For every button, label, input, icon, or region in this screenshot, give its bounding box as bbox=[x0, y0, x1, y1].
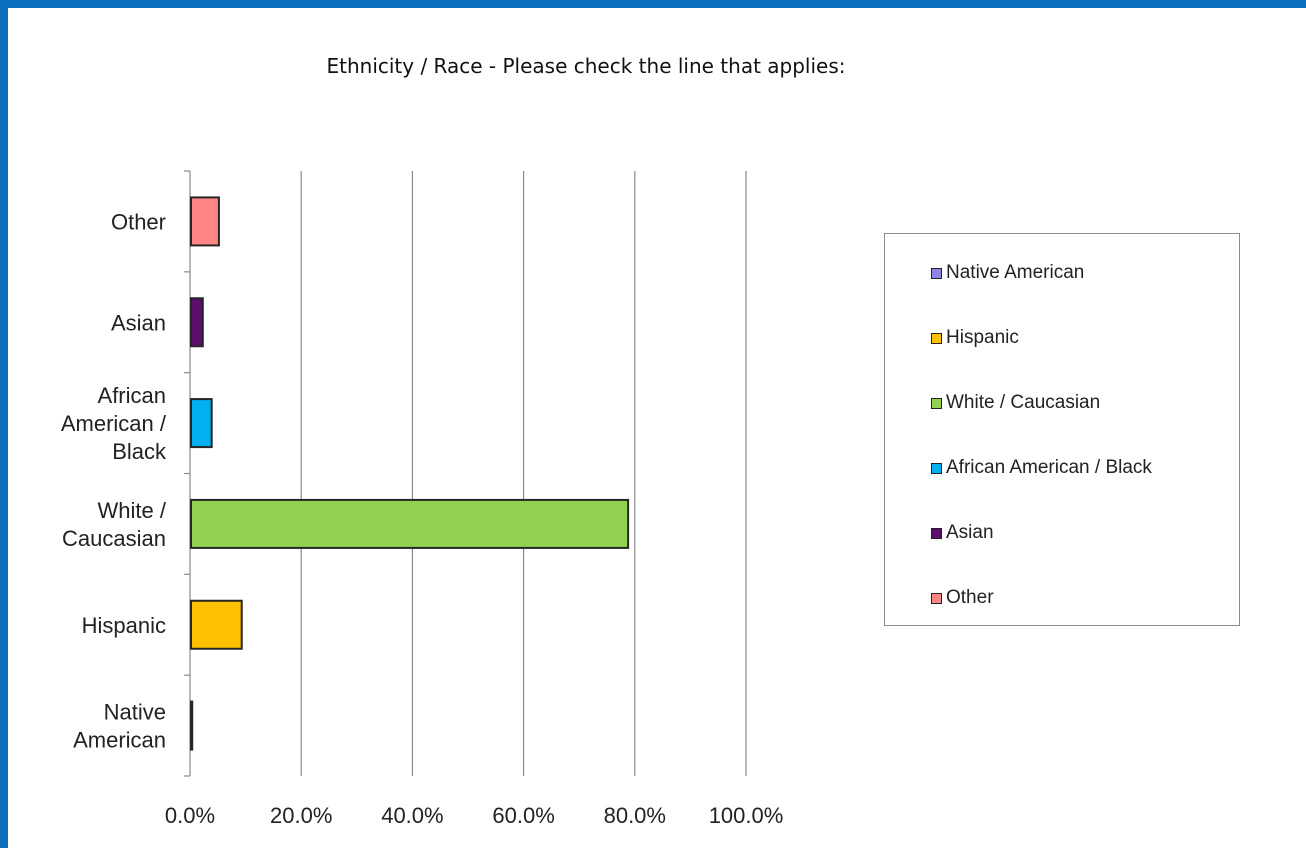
bar bbox=[190, 599, 243, 650]
legend-item: Asian bbox=[931, 522, 994, 544]
legend-label: Native American bbox=[946, 262, 1085, 283]
legend-label: White / Caucasian bbox=[946, 392, 1101, 413]
bar bbox=[190, 297, 204, 348]
legend-item: Native American bbox=[931, 262, 1084, 284]
chart-title: Ethnicity / Race - Please check the line… bbox=[326, 54, 846, 78]
legend-item: Other bbox=[931, 587, 994, 609]
legend-item: Hispanic bbox=[931, 327, 1019, 349]
legend-label: Hispanic bbox=[946, 327, 1019, 348]
legend-swatch bbox=[931, 267, 942, 279]
bar bbox=[190, 196, 220, 247]
legend-label: Other bbox=[946, 587, 994, 608]
category-label: African American / Black bbox=[61, 383, 167, 464]
category-label: White / Caucasian bbox=[62, 498, 167, 551]
x-tick-label: 80.0% bbox=[604, 803, 666, 828]
legend-item: African American / Black bbox=[931, 457, 1152, 479]
bar bbox=[190, 398, 213, 449]
category-label: Asian bbox=[111, 310, 166, 335]
bar bbox=[190, 498, 630, 549]
legend-swatch bbox=[931, 462, 942, 474]
x-tick-label: 0.0% bbox=[165, 803, 215, 828]
plot-area: 0.0% 20.0% 40.0% 60.0% 80.0% 100.0% Native Amer… bbox=[61, 170, 784, 828]
chart-frame: Ethnicity / Race - Please check the line… bbox=[8, 8, 1306, 848]
x-tick-label: 20.0% bbox=[270, 803, 332, 828]
legend-swatch bbox=[931, 592, 942, 604]
chart-legend: Native American Hispanic White / Caucasian… bbox=[884, 233, 1240, 626]
x-tick-label: 100.0% bbox=[709, 803, 784, 828]
category-label: Other bbox=[111, 209, 166, 234]
x-tick-label: 60.0% bbox=[492, 803, 554, 828]
legend-swatch bbox=[931, 527, 942, 539]
legend-item: White / Caucasian bbox=[931, 392, 1100, 414]
bar bbox=[190, 700, 194, 751]
legend-swatch bbox=[931, 397, 942, 409]
category-label: Hispanic bbox=[82, 613, 166, 638]
legend-label: African American / Black bbox=[946, 457, 1152, 478]
category-label: Native American bbox=[73, 700, 166, 753]
legend-swatch bbox=[931, 332, 942, 344]
x-tick-label: 40.0% bbox=[381, 803, 443, 828]
legend-label: Asian bbox=[946, 522, 994, 543]
